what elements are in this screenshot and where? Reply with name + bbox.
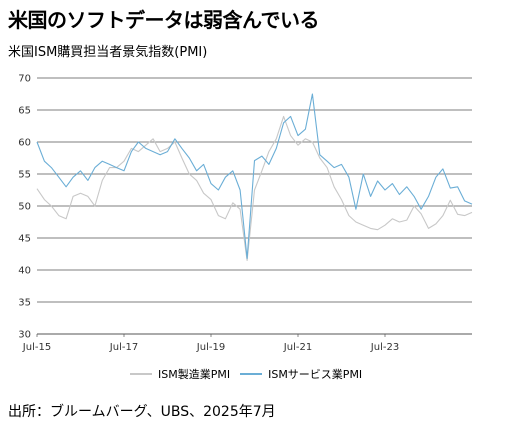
legend-swatch-manufacturing	[130, 373, 152, 375]
y-tick-label: 40	[18, 266, 31, 277]
y-tick-label: 70	[18, 74, 31, 85]
x-tick-label: Jul-21	[283, 342, 312, 353]
legend-label-manufacturing: ISM製造業PMI	[158, 368, 231, 381]
source-note: 出所：ブルームバーグ、UBS、2025年7月	[8, 404, 276, 420]
y-tick-label: 55	[18, 170, 31, 181]
y-tick-label: 60	[18, 138, 31, 149]
legend-label-services: ISMサービス業PMI	[268, 368, 363, 381]
x-tick-label: Jul-15	[22, 342, 51, 353]
y-tick-label: 45	[18, 234, 31, 245]
x-tick-label: Jul-19	[196, 342, 225, 353]
x-tick-label: Jul-23	[370, 342, 399, 353]
series-line-services	[36, 93, 473, 260]
legend-swatch-services	[240, 373, 263, 375]
chart-subtitle: 米国ISM購買担当者景気指数(PMI)	[8, 45, 208, 60]
legend-item-services: ISMサービス業PMI	[240, 366, 362, 382]
y-tick-label: 65	[18, 106, 31, 117]
chart-title: 米国のソフトデータは弱含んでいる	[8, 8, 320, 32]
chart-legend: ISM製造業PMI ISMサービス業PMI	[130, 366, 362, 382]
y-tick-label: 50	[18, 202, 31, 213]
legend-item-manufacturing: ISM製造業PMI	[130, 366, 230, 382]
x-tick-label: Jul-17	[109, 342, 138, 353]
y-tick-label: 35	[18, 298, 31, 309]
y-tick-label: 30	[18, 330, 31, 341]
series-line-manufacturing	[36, 115, 473, 261]
